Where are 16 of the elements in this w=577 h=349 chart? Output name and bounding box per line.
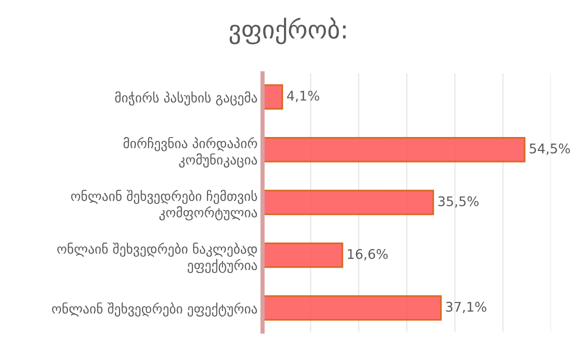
bar [262,295,442,321]
bar [262,84,284,110]
bar [262,136,526,162]
y-tick-label: ონლაინ შეხვედრები ეფექტურია [52,302,258,317]
y-tick-label: ონლაინ შეხვედრები ჩემთვის კომფორტულია [71,190,258,220]
y-tick-label: მირჩევნია პირდაპირ კომუნიკაცია [124,137,258,168]
bar [262,190,434,216]
data-label: 37,1% [446,302,486,314]
data-label: 54,5% [530,144,570,155]
data-label: 16,6% [348,249,388,260]
y-tick-label: ონლაინ შეხვედრები ნაკლებად ეფექტურია [57,242,258,274]
y-tick-label: მიჭირს პასუხის გაცემა [115,91,258,106]
data-label: 4,1% [287,90,320,102]
data-label: 35,5% [438,196,479,208]
chart-title: ვფიქრობ: [230,17,346,44]
bar [262,242,344,268]
